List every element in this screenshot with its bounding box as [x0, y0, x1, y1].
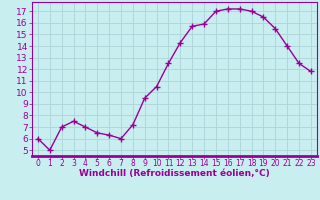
X-axis label: Windchill (Refroidissement éolien,°C): Windchill (Refroidissement éolien,°C) [79, 169, 270, 178]
